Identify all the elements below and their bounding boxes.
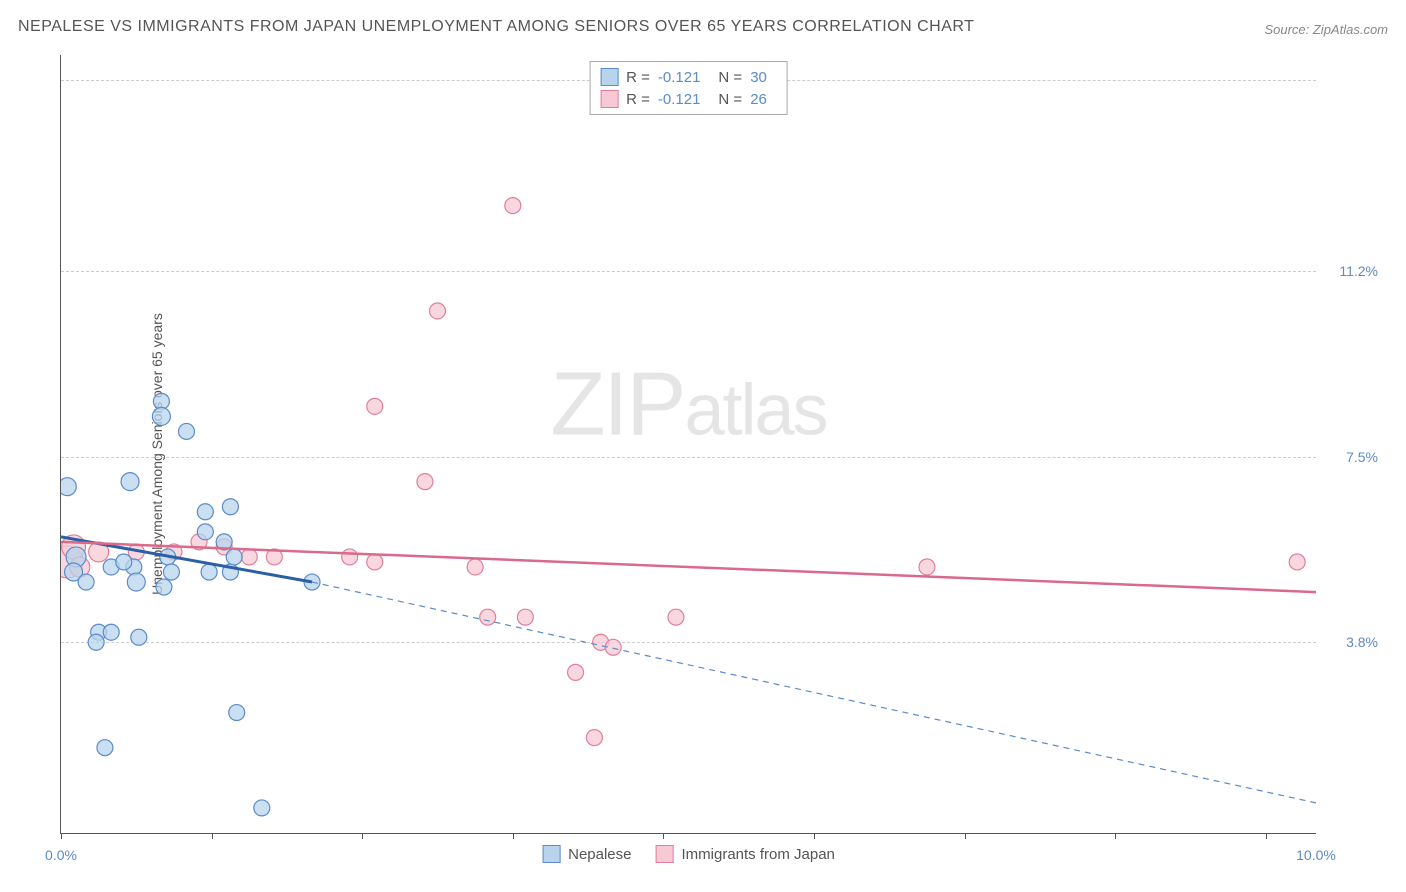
- legend-swatch: [542, 845, 560, 863]
- x-tick: [1115, 833, 1116, 839]
- legend-stat-row: R = -0.121 N = 30: [600, 66, 777, 88]
- x-tick: [663, 833, 664, 839]
- y-tick-label: 7.5%: [1346, 449, 1378, 465]
- plot-region: ZIPatlas 3.8%7.5%11.2% 0.0%10.0% R = -0.…: [60, 55, 1316, 834]
- legend-series-item: Nepalese: [542, 845, 631, 863]
- x-tick: [513, 833, 514, 839]
- x-tick-label: 10.0%: [1296, 847, 1336, 863]
- chart-title: NEPALESE VS IMMIGRANTS FROM JAPAN UNEMPL…: [18, 18, 974, 36]
- scatter-svg: [61, 55, 1316, 833]
- x-tick: [814, 833, 815, 839]
- x-tick: [362, 833, 363, 839]
- legend-n-value: 30: [750, 69, 767, 86]
- legend-swatch: [600, 90, 618, 108]
- y-tick-label: 11.2%: [1339, 263, 1378, 279]
- x-tick: [212, 833, 213, 839]
- x-tick: [965, 833, 966, 839]
- source-label: Source: ZipAtlas.com: [1264, 22, 1388, 37]
- legend-series-label: Nepalese: [568, 846, 631, 863]
- chart-area: Unemployment Among Seniors over 65 years…: [48, 55, 1386, 852]
- legend-n-label: N =: [718, 91, 742, 108]
- legend-series-label: Immigrants from Japan: [682, 846, 835, 863]
- chart-container: NEPALESE VS IMMIGRANTS FROM JAPAN UNEMPL…: [0, 0, 1406, 892]
- legend-r-value: -0.121: [658, 69, 701, 86]
- x-tick: [61, 833, 62, 839]
- x-tick-label: 0.0%: [45, 847, 77, 863]
- legend-series: Nepalese Immigrants from Japan: [542, 845, 835, 863]
- legend-stat-row: R = -0.121 N = 26: [600, 88, 777, 110]
- y-tick-label: 3.8%: [1346, 634, 1378, 650]
- legend-n-label: N =: [718, 69, 742, 86]
- legend-swatch: [600, 68, 618, 86]
- legend-r-label: R =: [626, 91, 650, 108]
- legend-stats: R = -0.121 N = 30 R = -0.121 N = 26: [589, 61, 788, 115]
- legend-series-item: Immigrants from Japan: [656, 845, 835, 863]
- legend-n-value: 26: [750, 91, 767, 108]
- x-tick: [1266, 833, 1267, 839]
- legend-swatch: [656, 845, 674, 863]
- legend-r-value: -0.121: [658, 91, 701, 108]
- legend-r-label: R =: [626, 69, 650, 86]
